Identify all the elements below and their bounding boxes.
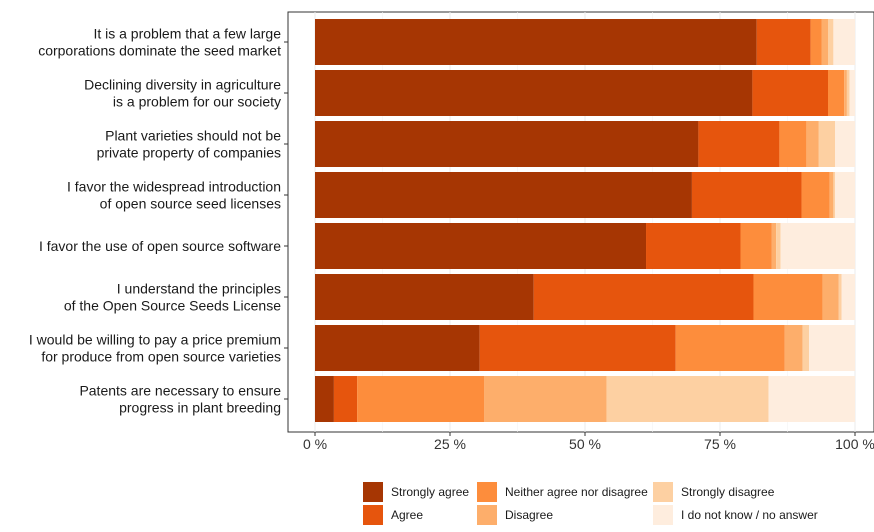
bar-segment (828, 19, 834, 65)
bar-segment (315, 70, 753, 116)
bar-segment (833, 19, 855, 65)
bar-segment (315, 121, 699, 167)
legend-label: I do not know / no answer (681, 508, 818, 522)
bar-segment (779, 121, 807, 167)
bar-segment (784, 325, 803, 371)
bar-segment (315, 19, 757, 65)
bar-segment (691, 172, 802, 218)
x-tick-label: 75 % (704, 436, 736, 452)
bar-segment (315, 376, 334, 422)
bar-segment (771, 223, 777, 269)
bar-segment (806, 121, 819, 167)
y-axis-labels: It is a problem that a few largecorporat… (29, 26, 288, 416)
category-label: I would be willing to pay a price premiu… (29, 332, 281, 348)
bar-segment (835, 121, 855, 167)
bar-segment (479, 325, 676, 371)
bar-segment (315, 172, 692, 218)
bar-segment (533, 274, 754, 320)
bar-segment (801, 172, 830, 218)
bar-segment (315, 274, 534, 320)
legend-key (653, 505, 673, 525)
bar-segment (810, 19, 822, 65)
bar-segment (802, 325, 810, 371)
category-label: I favor the use of open source software (39, 238, 281, 254)
bar-segment (822, 274, 839, 320)
bar-segment (835, 172, 855, 218)
category-label: of open source seed licenses (100, 196, 281, 212)
legend-key (477, 505, 497, 525)
legend-key (363, 505, 383, 525)
category-label: Plant varieties should not be (105, 128, 281, 144)
bar-segment (821, 19, 828, 65)
bar-segment (675, 325, 785, 371)
bar-segment (698, 121, 780, 167)
bar-segment (484, 376, 607, 422)
bar-segment (809, 325, 855, 371)
category-label: is a problem for our society (113, 94, 281, 110)
bar-segment (780, 223, 855, 269)
category-label: of the Open Source Seeds License (64, 298, 281, 314)
category-label: Declining diversity in agriculture (84, 77, 281, 93)
legend-label: Disagree (505, 508, 553, 522)
legend-label: Strongly agree (391, 485, 469, 499)
bar-segment (740, 223, 772, 269)
bar-segment (846, 70, 850, 116)
x-tick-label: 0 % (303, 436, 327, 452)
x-tick-label: 100 % (835, 436, 874, 452)
category-label: progress in plant breeding (119, 400, 281, 416)
legend-key (363, 482, 383, 502)
category-label: I favor the widespread introduction (67, 179, 281, 195)
category-label: Patents are necessary to ensure (79, 383, 281, 399)
bar-segment (768, 376, 855, 422)
bar-segment (357, 376, 485, 422)
legend-label: Agree (391, 508, 423, 522)
bar-segment (333, 376, 358, 422)
bar-segment (776, 223, 781, 269)
category-label: It is a problem that a few large (93, 26, 281, 42)
bar-segment (756, 19, 811, 65)
category-label: for produce from open source varieties (41, 349, 281, 365)
bar-segment (841, 274, 855, 320)
category-label: I understand the principles (117, 281, 281, 297)
bar-segment (818, 121, 836, 167)
bar-segment (844, 70, 847, 116)
bar-segment (838, 274, 842, 320)
x-tick-label: 25 % (434, 436, 466, 452)
bar-segment (606, 376, 769, 422)
bars (315, 19, 855, 422)
legend-label: Neither agree nor disagree (505, 485, 648, 499)
bar-segment (753, 274, 823, 320)
bar-segment (646, 223, 741, 269)
bar-segment (752, 70, 828, 116)
bar-segment (315, 325, 480, 371)
bar-segment (315, 223, 647, 269)
bar-segment (829, 172, 834, 218)
legend: Strongly agree Agree Neither agree nor dis… (363, 482, 818, 525)
bar-segment (828, 70, 845, 116)
legend-key (477, 482, 497, 502)
legend-label: Strongly disagree (681, 485, 775, 499)
category-label: corporations dominate the seed market (38, 43, 281, 59)
category-label: private property of companies (97, 145, 281, 161)
x-axis: 0 % 25 % 50 % 75 % 100 % (303, 432, 874, 452)
legend-key (653, 482, 673, 502)
bar-segment (833, 172, 836, 218)
x-tick-label: 50 % (569, 436, 601, 452)
bar-segment (849, 70, 855, 116)
